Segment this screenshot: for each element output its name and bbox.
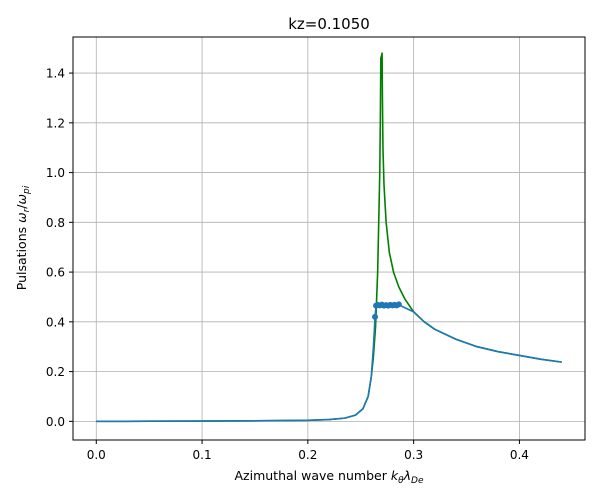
series-2-point: [372, 313, 379, 320]
y-axis-label-text: Pulsations: [14, 227, 29, 290]
chart-title: kz=0.1050: [288, 15, 370, 33]
axes-frame: [72, 36, 586, 441]
y-tick-label: 0.4: [46, 315, 65, 329]
grid: [73, 37, 585, 440]
ticks: 0.0 0.1 0.2 0.3 0.4 0.0 0.2 0.4 0.6 0.8 1.0 1.2 1.4: [46, 67, 529, 462]
x-tick-label: 0.1: [193, 448, 212, 462]
y-tick-label: 0.6: [46, 266, 65, 280]
x-axis-label-text: Azimuthal wave number: [235, 468, 388, 483]
x-tick-label: 0.2: [298, 448, 317, 462]
y-tick-label: 0.8: [46, 216, 65, 230]
x-tick-label: 0.3: [404, 448, 423, 462]
series-2-point: [395, 301, 402, 308]
x-tick-label: 0.4: [510, 448, 529, 462]
plot-area: [73, 37, 585, 440]
series-layer: [96, 52, 562, 423]
y-tick-label: 1.4: [46, 67, 65, 81]
x-tick-label: 0.0: [87, 448, 106, 462]
y-tick-label: 0.2: [46, 365, 65, 379]
x-axis-label: Azimuthal wave number kθλDe: [235, 468, 424, 486]
y-tick-label: 0.0: [46, 415, 65, 429]
y-tick-label: 1.0: [46, 166, 65, 180]
y-tick-label: 1.2: [46, 116, 65, 130]
y-axis-label: Pulsationsωr/ωpi: [14, 185, 32, 290]
